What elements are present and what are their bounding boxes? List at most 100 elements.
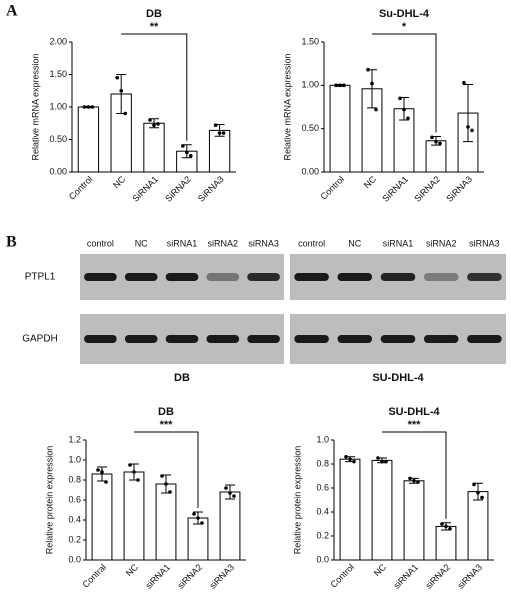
data-point xyxy=(444,524,448,529)
x-tick-label: siRNA3 xyxy=(455,562,484,591)
data-point xyxy=(402,107,406,112)
x-tick-label: Control xyxy=(329,562,357,590)
blot-band xyxy=(206,335,240,343)
data-point xyxy=(374,107,378,112)
data-point xyxy=(376,456,380,460)
blot-band xyxy=(337,335,373,343)
blot-lane-label: NC xyxy=(135,238,148,248)
x-tick-label: SiRNA2 xyxy=(412,174,442,204)
blot-band xyxy=(467,335,502,343)
blot-band xyxy=(124,335,158,343)
x-tick-label: SiRNA1 xyxy=(380,174,410,204)
y-tick-label: 0.2 xyxy=(316,530,329,540)
bar xyxy=(329,84,351,173)
significance-bracket xyxy=(121,33,188,141)
y-tick-label: 1.2 xyxy=(68,434,81,444)
x-tick-label: siRNA1 xyxy=(391,562,420,591)
data-point xyxy=(86,105,91,109)
y-tick-label: 0.2 xyxy=(68,534,81,544)
panel-label: B xyxy=(6,234,17,251)
x-tick-label: SiRNA3 xyxy=(196,174,226,204)
y-tick-label: 0.00 xyxy=(301,166,319,176)
bar xyxy=(77,106,100,173)
bar xyxy=(435,525,457,561)
significance-label: * xyxy=(402,21,407,33)
x-tick-label: siRNA3 xyxy=(207,562,236,591)
data-point xyxy=(90,105,95,109)
y-tick-label: 0.00 xyxy=(49,166,67,176)
blot-lane-label: siRNA1 xyxy=(167,238,198,248)
data-point xyxy=(217,131,222,135)
y-axis-label: Relative mRNA expression xyxy=(30,53,40,160)
x-tick-label: Contral xyxy=(81,562,109,590)
data-point xyxy=(213,123,218,127)
blot-lane-label: siRNA2 xyxy=(426,238,457,248)
data-point xyxy=(196,516,200,520)
y-tick-label: 0.0 xyxy=(68,554,81,564)
y-tick-label: 0.50 xyxy=(301,123,319,133)
bar xyxy=(403,480,425,561)
chart-title: SU-DHL-4 xyxy=(388,406,440,418)
data-point xyxy=(152,123,156,127)
blot-lane-label: siRNA1 xyxy=(383,238,414,248)
blot-row-label: PTPL1 xyxy=(25,272,56,283)
data-point xyxy=(123,111,127,116)
significance-label: *** xyxy=(408,419,422,431)
x-tick-label: siRNA2 xyxy=(175,562,204,591)
blot-band xyxy=(84,335,117,343)
y-axis-label: Relative protein expression xyxy=(292,446,302,555)
data-point xyxy=(132,470,136,474)
blot-band xyxy=(294,273,329,281)
data-point xyxy=(192,512,196,516)
y-tick-label: 0.4 xyxy=(316,506,329,516)
chart-title: DB xyxy=(146,8,162,20)
panel-label: A xyxy=(6,3,18,20)
blot-band xyxy=(337,273,373,281)
blot-lane-label: siRNA3 xyxy=(248,238,279,248)
data-point xyxy=(472,482,476,487)
x-tick-label: NC xyxy=(362,174,379,191)
blot-lane-label: NC xyxy=(348,238,361,248)
chart-title: Su-DHL-4 xyxy=(379,8,430,20)
data-point xyxy=(224,486,228,490)
data-point xyxy=(189,153,193,158)
x-tick-label: NC xyxy=(124,562,141,579)
blot-band xyxy=(165,273,199,281)
data-point xyxy=(384,459,388,464)
data-point xyxy=(128,463,132,467)
data-point xyxy=(82,105,87,109)
data-point xyxy=(156,122,160,126)
data-point xyxy=(352,459,356,464)
data-point xyxy=(398,96,402,101)
data-point xyxy=(185,150,189,155)
data-point xyxy=(228,491,232,495)
x-tick-label: siRNA2 xyxy=(423,562,452,591)
data-point xyxy=(96,468,100,472)
y-tick-label: 0.8 xyxy=(68,474,81,484)
y-axis-label: Relative mRNA expression xyxy=(282,53,292,160)
data-point xyxy=(448,527,452,531)
blot-band xyxy=(423,335,459,343)
data-point xyxy=(440,522,444,526)
data-point xyxy=(366,67,370,72)
blot-band xyxy=(124,273,158,281)
bar xyxy=(123,471,145,561)
significance-bracket xyxy=(372,33,437,133)
error-bar xyxy=(463,83,473,143)
data-point xyxy=(100,470,104,474)
data-point xyxy=(334,83,338,88)
bar xyxy=(155,483,177,561)
blot-band xyxy=(84,273,117,281)
y-tick-label: 0.8 xyxy=(316,458,329,468)
data-point xyxy=(200,521,204,525)
data-point xyxy=(430,135,434,140)
blot-band xyxy=(380,335,416,343)
x-tick-label: SiRNA2 xyxy=(163,174,193,204)
significance-bracket xyxy=(382,431,447,519)
data-point xyxy=(104,480,108,484)
y-tick-label: 1.0 xyxy=(68,454,81,464)
data-point xyxy=(370,81,374,86)
data-point xyxy=(434,139,438,144)
bar xyxy=(219,491,241,561)
